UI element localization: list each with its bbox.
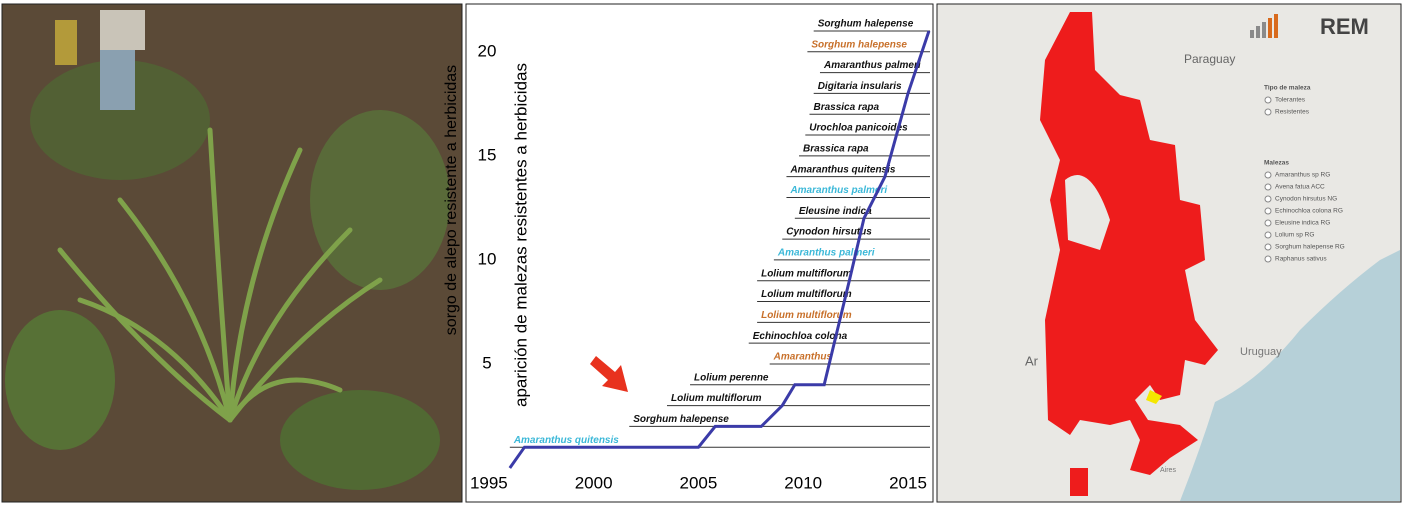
legend-item: Sorghum halepense RG — [1275, 244, 1345, 251]
species-label: Sorghum halepense — [633, 414, 729, 425]
species-label: Amaranthus quitensis — [513, 435, 619, 446]
x-tick-label: 2010 — [784, 473, 822, 492]
legend-item: Tolerantes — [1275, 97, 1306, 104]
photo — [1, 3, 463, 503]
y-tick-label: 15 — [478, 145, 497, 164]
radio — [1264, 243, 1272, 251]
species-label: Cynodon hirsutus — [786, 227, 872, 238]
species-label: Lolium perenne — [694, 372, 769, 383]
species-label: Lolium multiflorum — [761, 289, 852, 300]
species-label: Amaranthus palmeri — [789, 185, 887, 196]
legend-item: Echinochloa colona RG — [1275, 208, 1343, 215]
radio — [1264, 108, 1272, 116]
photo-caption: sorgo de alepo resistente a herbicidas — [443, 65, 460, 335]
species-label: Brassica rapa — [813, 102, 879, 113]
species-label: Sorghum halepense — [818, 19, 914, 30]
species-label: Sorghum halepense — [811, 39, 907, 50]
country-label: Ar — [1025, 353, 1039, 368]
species-label: Amaranthus palmeri — [823, 60, 921, 71]
species-label: Echinochloa colona — [753, 331, 848, 342]
legend-item: Amaranthus sp RG — [1275, 172, 1330, 179]
x-tick-label: 2000 — [575, 473, 613, 492]
radio — [1264, 231, 1272, 239]
map-labels: REM Paraguay Uruguay Ar Aires Tipo de ma… — [1025, 14, 1369, 474]
y-tick-label: 10 — [478, 249, 497, 268]
legend-item: Resistentes — [1275, 109, 1310, 116]
city-label: Aires — [1160, 467, 1176, 474]
radio — [1264, 171, 1272, 179]
species-label: Lolium multiflorum — [761, 310, 852, 321]
species-label: Digitaria insularis — [818, 81, 902, 92]
country-label: Paraguay — [1184, 52, 1235, 66]
map — [936, 3, 1402, 503]
x-tick-label: 1995 — [470, 473, 508, 492]
chart: Amaranthus quitensis Sorghum halepense Lol… — [470, 19, 931, 492]
radio — [1264, 255, 1272, 263]
country-label: Uruguay — [1240, 346, 1282, 358]
y-axis-label: aparición de malezas resistentes a herbi… — [511, 63, 530, 407]
radio — [1264, 207, 1272, 215]
logo: REM — [1320, 14, 1369, 39]
x-tick-label: 2005 — [680, 473, 718, 492]
radio — [1264, 183, 1272, 191]
legend-item: Raphanus sativus — [1275, 256, 1327, 263]
legend-item: Lolium sp RG — [1275, 232, 1314, 239]
species-label: Lolium multiflorum — [671, 393, 762, 404]
legend-item: Eleusine indica RG — [1275, 220, 1330, 227]
species-label: Eleusine indica — [799, 206, 872, 217]
arrow — [590, 356, 628, 392]
radio — [1264, 219, 1272, 227]
y-tick-label: 20 — [478, 41, 497, 60]
radio — [1264, 96, 1272, 104]
legend-item: Avena fatua ACC — [1275, 184, 1325, 191]
species-label: Lolium multiflorum — [761, 268, 852, 279]
x-tick-label: 2015 — [889, 473, 927, 492]
species-label: Urochloa panicoides — [809, 123, 908, 134]
series-line — [508, 30, 931, 469]
species-label: Amaranthus palmeri — [777, 248, 875, 259]
species-label: Brassica rapa — [803, 143, 869, 154]
radio — [1264, 195, 1272, 203]
species-label: Amaranthus quitensis — [789, 164, 895, 175]
legend-title: Malezas — [1264, 160, 1289, 167]
legend-item: Cynodon hirsutus NG — [1275, 196, 1337, 203]
y-tick-label: 5 — [482, 353, 491, 372]
legend-title: Tipo de maleza — [1264, 85, 1311, 92]
species-label: Amaranthus — [773, 352, 833, 363]
